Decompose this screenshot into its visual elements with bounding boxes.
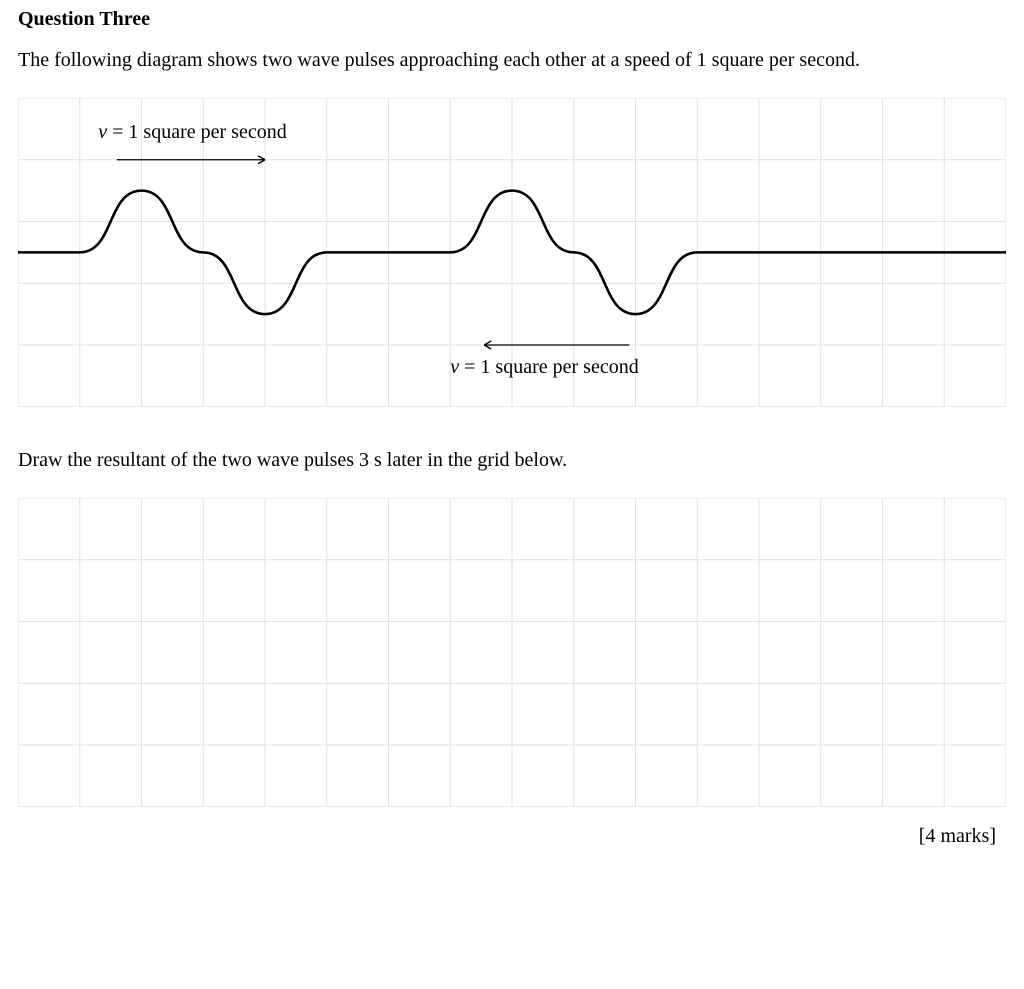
svg-text:v = 1 square per second: v = 1 square per second xyxy=(450,356,638,378)
question-title: Question Three xyxy=(18,8,1006,31)
page: Question Three The following diagram sho… xyxy=(0,0,1024,868)
question-instruction: Draw the resultant of the two wave pulse… xyxy=(18,447,1006,474)
diagram-svg-2 xyxy=(18,498,1006,807)
question-intro: The following diagram shows two wave pul… xyxy=(18,47,1006,74)
diagram-svg-1: v = 1 square per second v = 1 square per … xyxy=(18,98,1006,407)
wave-diagram: v = 1 square per second v = 1 square per … xyxy=(18,98,1006,407)
marks-label: [4 marks] xyxy=(18,825,1006,848)
answer-grid xyxy=(18,498,1006,807)
svg-text:v = 1 square per second: v = 1 square per second xyxy=(98,121,286,143)
